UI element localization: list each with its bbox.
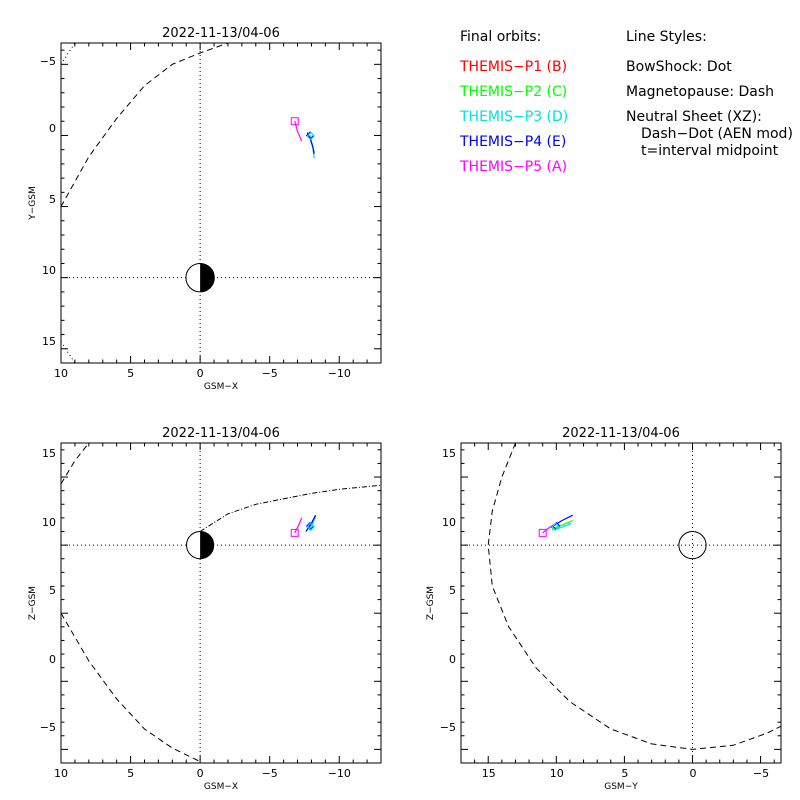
panel-yz-ytick-3: 5 xyxy=(449,584,456,597)
panel-yz-plot xyxy=(487,443,781,750)
panel-xy-xtick-1: 10 xyxy=(54,367,68,380)
legend-style-midpoint: t=interval midpoint xyxy=(641,143,779,159)
panel-xy-ytick-1: 15 xyxy=(42,335,56,348)
orbit-p4 xyxy=(550,514,573,528)
bowshock-curve-top xyxy=(61,341,76,363)
legend-style-bowshock: BowShock: Dot xyxy=(626,59,732,75)
marker-p5 xyxy=(290,528,299,537)
panel-yz-xlabel: GSM−Y xyxy=(604,782,638,792)
panel-xy-plot xyxy=(61,43,315,363)
bowshock-curve xyxy=(61,43,76,65)
legend-style-magnetopause: Magnetopause: Dash xyxy=(626,84,774,100)
orbit-p3 xyxy=(308,516,317,531)
panel-yz-xtick-4: 0 xyxy=(690,767,697,780)
panel-xy: 2022-11-13/04-06 10 5 0 −5 −10 15 10 5 0… xyxy=(28,26,382,392)
panel-yz-ytick-2: 10 xyxy=(442,516,456,529)
panel-xz-ytick-5: −5 xyxy=(40,721,56,734)
panel-yz-title: 2022-11-13/04-06 xyxy=(562,426,680,441)
legend-style-dash-dot: Dash−Dot (AEN mod) xyxy=(641,126,793,142)
panel-yz-ytick-1: 15 xyxy=(442,447,456,460)
magnetopause-curve-low xyxy=(61,443,90,485)
legend-style-neutral-sheet: Neutral Sheet (XZ): xyxy=(626,109,762,125)
orbit-p5 xyxy=(294,517,303,534)
earth-icon xyxy=(678,531,707,560)
panel-xy-xtick-4: −5 xyxy=(262,367,278,380)
legend: Final orbits: THEMIS−P1 (B) THEMIS−P2 (C… xyxy=(459,29,793,175)
panel-xy-xtick-3: 0 xyxy=(197,367,204,380)
earth-night-side xyxy=(200,531,214,559)
panel-yz-frame xyxy=(460,442,782,764)
panel-xy-ytick-2: 10 xyxy=(42,264,56,277)
panel-yz-ytick-4: 0 xyxy=(449,653,456,666)
neutral-sheet-curve xyxy=(199,484,381,532)
panel-yz-ylabel: Z−GSM xyxy=(426,586,436,620)
legend-probe-p5: THEMIS−P5 (A) xyxy=(459,159,567,175)
legend-probe-p2: THEMIS−P2 (C) xyxy=(459,84,567,100)
legend-styles-title: Line Styles: xyxy=(626,29,707,45)
panel-yz-xtick-3: 5 xyxy=(621,767,628,780)
marker-p3 xyxy=(306,131,315,141)
panel-xy-frame xyxy=(60,42,382,364)
panel-xz: 2022-11-13/04-06 10 5 0 −5 −10 15 10 5 0… xyxy=(28,426,382,792)
magnetopause-curve xyxy=(61,43,229,207)
panel-xz-ylabel: Z−GSM xyxy=(28,586,38,620)
marker-p5 xyxy=(538,528,547,537)
panel-xz-ytick-1: 15 xyxy=(42,447,56,460)
panel-yz-ytick-5: −5 xyxy=(440,721,456,734)
panel-xz-plot xyxy=(61,443,381,763)
panel-xy-ytick-4: 0 xyxy=(49,122,56,135)
plot-area xyxy=(61,443,381,763)
earth-night-side xyxy=(200,263,215,292)
legend-probe-p1: THEMIS−P1 (B) xyxy=(459,59,567,75)
panel-xz-xtick-2: 5 xyxy=(127,767,134,780)
legend-probe-p4: THEMIS−P4 (E) xyxy=(459,134,566,150)
panel-xy-xlabel: GSM−X xyxy=(204,382,238,392)
panel-xy-ylabel: Y−GSM xyxy=(28,186,38,221)
panel-xz-ytick-4: 0 xyxy=(49,653,56,666)
marker-p5 xyxy=(290,117,299,126)
panel-xz-xlabel: GSM−X xyxy=(204,782,238,792)
panel-xz-xtick-5: −10 xyxy=(328,767,351,780)
panel-yz-xtick-1: 15 xyxy=(482,767,496,780)
legend-probe-p3: THEMIS−P3 (D) xyxy=(459,109,568,125)
panel-yz-xtick-5: −5 xyxy=(753,767,769,780)
panel-xz-ytick-3: 5 xyxy=(49,584,56,597)
orbit-p2 xyxy=(551,520,573,530)
panel-xy-ticks xyxy=(60,43,382,364)
panel-xz-ytick-2: 10 xyxy=(42,516,56,529)
panel-yz: 2022-11-13/04-06 15 10 5 0 −5 15 10 5 0 … xyxy=(426,426,782,792)
panel-xy-ytick-5: −5 xyxy=(40,55,56,68)
panel-xz-xtick-4: −5 xyxy=(262,767,278,780)
panel-xz-xtick-1: 10 xyxy=(54,767,68,780)
panel-yz-xtick-2: 10 xyxy=(550,767,564,780)
marker-p3 xyxy=(551,522,560,531)
magnetopause-curve xyxy=(487,443,781,750)
panel-xz-ticks xyxy=(60,443,382,764)
panel-xy-xtick-2: 5 xyxy=(127,367,134,380)
panel-xy-title: 2022-11-13/04-06 xyxy=(162,26,280,41)
plot-area xyxy=(61,43,315,363)
marker-p3 xyxy=(306,522,315,531)
panel-xz-frame xyxy=(60,442,382,764)
panel-xz-xtick-3: 0 xyxy=(197,767,204,780)
plot-area xyxy=(487,443,781,750)
legend-orbits-title: Final orbits: xyxy=(460,29,541,45)
panel-yz-ticks xyxy=(460,443,781,764)
panel-xy-ytick-3: 5 xyxy=(49,193,56,206)
magnetopause-curve xyxy=(61,612,201,763)
panel-xz-title: 2022-11-13/04-06 xyxy=(162,426,280,441)
panel-xy-xtick-5: −10 xyxy=(328,367,351,380)
